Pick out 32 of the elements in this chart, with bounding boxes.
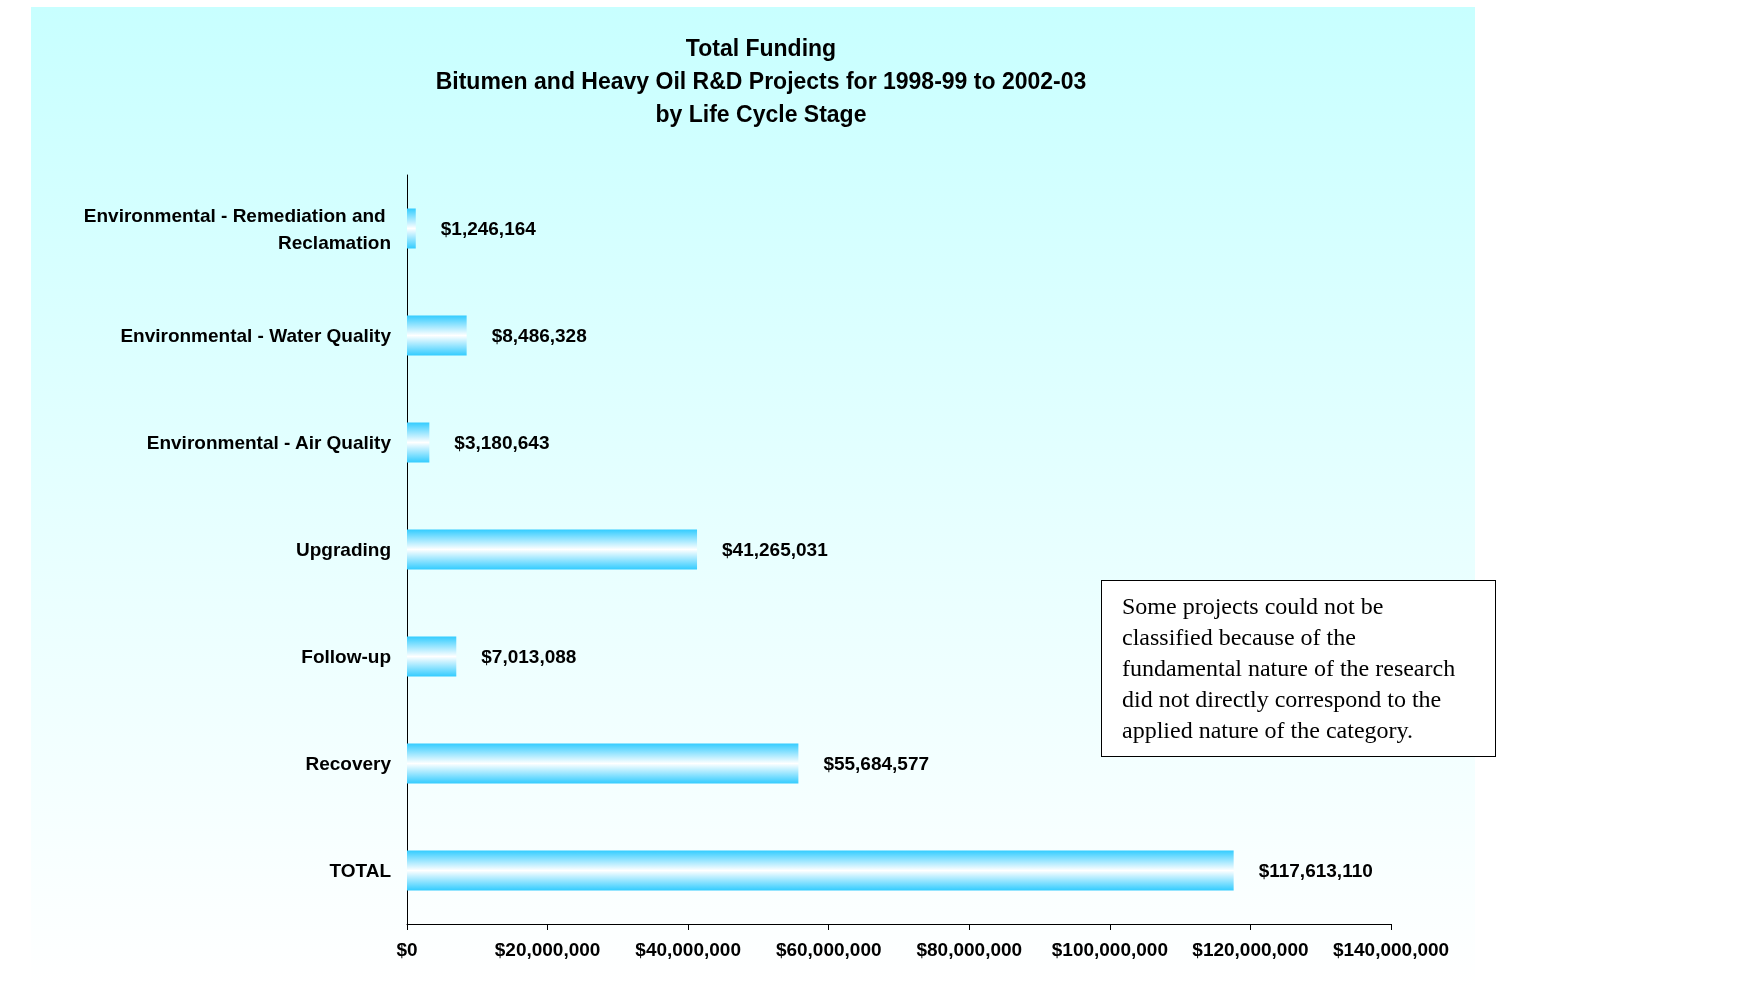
x-tick-label: $20,000,000 bbox=[494, 939, 601, 960]
annotation: Some projects could not be classified because of the fundamental nature of the research did not directly correspond to the applied nature of the category. bbox=[1101, 580, 1496, 757]
data-label: $7,013,088 bbox=[481, 646, 577, 667]
y-tick-label: TOTAL bbox=[329, 860, 392, 881]
bar bbox=[407, 636, 457, 677]
bar bbox=[407, 529, 698, 570]
x-tick-label: $0 bbox=[396, 939, 418, 960]
y-tick-label: Upgrading bbox=[296, 539, 391, 560]
y-tick-label: Follow-up bbox=[301, 646, 391, 667]
y-tick-label: Environmental - Remediation and Reclamation bbox=[83, 204, 391, 253]
x-tick-label: $60,000,000 bbox=[775, 939, 882, 960]
y-tick-label: Recovery bbox=[305, 753, 392, 774]
y-tick-label: Environmental - Water Quality bbox=[120, 325, 392, 346]
data-label: $41,265,031 bbox=[722, 539, 829, 560]
bar bbox=[407, 315, 467, 356]
x-tick-label: $100,000,000 bbox=[1051, 939, 1168, 960]
x-tick-label: $120,000,000 bbox=[1192, 939, 1309, 960]
data-label: $117,613,110 bbox=[1258, 860, 1373, 881]
bar bbox=[407, 850, 1234, 891]
chart-title: Total Funding bbox=[684, 34, 838, 63]
bar bbox=[407, 208, 416, 249]
bar bbox=[407, 743, 799, 784]
data-label: $55,684,577 bbox=[823, 753, 930, 774]
x-tick-label: $80,000,000 bbox=[916, 939, 1023, 960]
x-tick-label: $140,000,000 bbox=[1332, 939, 1450, 960]
data-label: $3,180,643 bbox=[454, 432, 550, 453]
data-label: $8,486,328 bbox=[491, 325, 587, 346]
x-tick-label: $40,000,000 bbox=[635, 939, 741, 960]
bar bbox=[407, 422, 430, 463]
chart-subtitle: Bitumen and Heavy Oil R&D Projects for 1998-99 to 2002-03 by Life Cycle Stage bbox=[434, 67, 1088, 129]
y-tick-label: Environmental - Air Quality bbox=[146, 432, 392, 453]
data-label: $1,246,164 bbox=[440, 218, 537, 239]
